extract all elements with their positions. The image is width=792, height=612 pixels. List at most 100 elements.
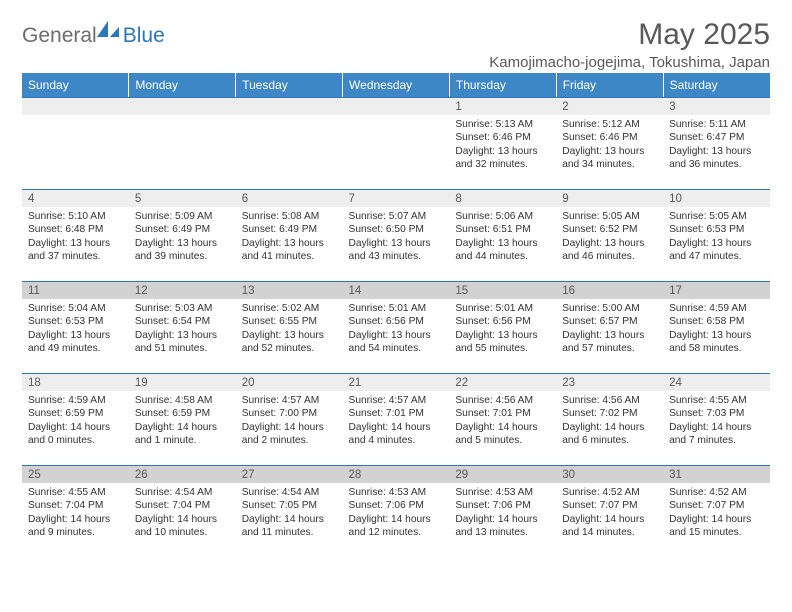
calendar-cell: 7Sunrise: 5:07 AMSunset: 6:50 PMDaylight… xyxy=(343,189,450,281)
calendar-week-row: 18Sunrise: 4:59 AMSunset: 6:59 PMDayligh… xyxy=(22,373,770,465)
calendar-cell: 3Sunrise: 5:11 AMSunset: 6:47 PMDaylight… xyxy=(663,97,770,189)
day-details: Sunrise: 4:54 AMSunset: 7:05 PMDaylight:… xyxy=(236,483,343,544)
day-header: Wednesday xyxy=(343,73,450,97)
calendar-cell: 2Sunrise: 5:12 AMSunset: 6:46 PMDaylight… xyxy=(556,97,663,189)
day-details: Sunrise: 4:53 AMSunset: 7:06 PMDaylight:… xyxy=(343,483,450,544)
day-details: Sunrise: 5:05 AMSunset: 6:53 PMDaylight:… xyxy=(663,207,770,268)
day-number: 10 xyxy=(663,189,770,207)
calendar-cell: 30Sunrise: 4:52 AMSunset: 7:07 PMDayligh… xyxy=(556,465,663,557)
calendar-cell: 8Sunrise: 5:06 AMSunset: 6:51 PMDaylight… xyxy=(449,189,556,281)
calendar-cell: 25Sunrise: 4:55 AMSunset: 7:04 PMDayligh… xyxy=(22,465,129,557)
day-details: Sunrise: 4:55 AMSunset: 7:03 PMDaylight:… xyxy=(663,391,770,452)
day-number: 31 xyxy=(663,465,770,483)
day-details: Sunrise: 5:13 AMSunset: 6:46 PMDaylight:… xyxy=(449,115,556,176)
day-details: Sunrise: 5:05 AMSunset: 6:52 PMDaylight:… xyxy=(556,207,663,268)
day-number: 18 xyxy=(22,373,129,391)
day-details: Sunrise: 4:56 AMSunset: 7:01 PMDaylight:… xyxy=(449,391,556,452)
logo-text-2: Blue xyxy=(123,24,165,48)
calendar-cell xyxy=(129,97,236,189)
day-number: 19 xyxy=(129,373,236,391)
calendar-cell: 14Sunrise: 5:01 AMSunset: 6:56 PMDayligh… xyxy=(343,281,450,373)
day-header: Friday xyxy=(556,73,663,97)
day-number xyxy=(236,97,343,115)
calendar-cell: 28Sunrise: 4:53 AMSunset: 7:06 PMDayligh… xyxy=(343,465,450,557)
calendar-week-row: 4Sunrise: 5:10 AMSunset: 6:48 PMDaylight… xyxy=(22,189,770,281)
calendar-cell: 10Sunrise: 5:05 AMSunset: 6:53 PMDayligh… xyxy=(663,189,770,281)
calendar-week-row: 25Sunrise: 4:55 AMSunset: 7:04 PMDayligh… xyxy=(22,465,770,557)
day-details: Sunrise: 4:57 AMSunset: 7:00 PMDaylight:… xyxy=(236,391,343,452)
logo: General Blue xyxy=(22,24,165,48)
calendar-cell: 15Sunrise: 5:01 AMSunset: 6:56 PMDayligh… xyxy=(449,281,556,373)
calendar-cell: 16Sunrise: 5:00 AMSunset: 6:57 PMDayligh… xyxy=(556,281,663,373)
day-details: Sunrise: 5:07 AMSunset: 6:50 PMDaylight:… xyxy=(343,207,450,268)
day-number: 29 xyxy=(449,465,556,483)
day-number: 9 xyxy=(556,189,663,207)
calendar-header-row: SundayMondayTuesdayWednesdayThursdayFrid… xyxy=(22,73,770,97)
day-number: 13 xyxy=(236,281,343,299)
day-details: Sunrise: 5:12 AMSunset: 6:46 PMDaylight:… xyxy=(556,115,663,176)
calendar-cell: 19Sunrise: 4:58 AMSunset: 6:59 PMDayligh… xyxy=(129,373,236,465)
day-number: 16 xyxy=(556,281,663,299)
day-details: Sunrise: 5:10 AMSunset: 6:48 PMDaylight:… xyxy=(22,207,129,268)
calendar-cell: 27Sunrise: 4:54 AMSunset: 7:05 PMDayligh… xyxy=(236,465,343,557)
calendar-cell: 18Sunrise: 4:59 AMSunset: 6:59 PMDayligh… xyxy=(22,373,129,465)
day-number: 15 xyxy=(449,281,556,299)
day-number: 3 xyxy=(663,97,770,115)
logo-text-1: General xyxy=(22,24,97,48)
calendar-cell: 9Sunrise: 5:05 AMSunset: 6:52 PMDaylight… xyxy=(556,189,663,281)
day-details: Sunrise: 5:02 AMSunset: 6:55 PMDaylight:… xyxy=(236,299,343,360)
day-number: 7 xyxy=(343,189,450,207)
day-number: 25 xyxy=(22,465,129,483)
day-header: Tuesday xyxy=(236,73,343,97)
calendar-page: General Blue May 2025 Kamojimacho-jogeji… xyxy=(0,0,792,567)
calendar-week-row: 1Sunrise: 5:13 AMSunset: 6:46 PMDaylight… xyxy=(22,97,770,189)
day-details: Sunrise: 4:57 AMSunset: 7:01 PMDaylight:… xyxy=(343,391,450,452)
day-number: 8 xyxy=(449,189,556,207)
day-number: 23 xyxy=(556,373,663,391)
day-number xyxy=(22,97,129,115)
day-details: Sunrise: 5:03 AMSunset: 6:54 PMDaylight:… xyxy=(129,299,236,360)
calendar-cell: 1Sunrise: 5:13 AMSunset: 6:46 PMDaylight… xyxy=(449,97,556,189)
day-header: Thursday xyxy=(449,73,556,97)
calendar-cell: 20Sunrise: 4:57 AMSunset: 7:00 PMDayligh… xyxy=(236,373,343,465)
day-details: Sunrise: 5:11 AMSunset: 6:47 PMDaylight:… xyxy=(663,115,770,176)
calendar-cell: 29Sunrise: 4:53 AMSunset: 7:06 PMDayligh… xyxy=(449,465,556,557)
day-number: 6 xyxy=(236,189,343,207)
day-number: 26 xyxy=(129,465,236,483)
day-number: 11 xyxy=(22,281,129,299)
calendar-cell xyxy=(236,97,343,189)
calendar-body: 1Sunrise: 5:13 AMSunset: 6:46 PMDaylight… xyxy=(22,97,770,557)
calendar-cell: 21Sunrise: 4:57 AMSunset: 7:01 PMDayligh… xyxy=(343,373,450,465)
day-details: Sunrise: 4:59 AMSunset: 6:58 PMDaylight:… xyxy=(663,299,770,360)
day-details: Sunrise: 4:56 AMSunset: 7:02 PMDaylight:… xyxy=(556,391,663,452)
day-number: 30 xyxy=(556,465,663,483)
calendar-cell: 26Sunrise: 4:54 AMSunset: 7:04 PMDayligh… xyxy=(129,465,236,557)
day-details: Sunrise: 5:01 AMSunset: 6:56 PMDaylight:… xyxy=(449,299,556,360)
header: General Blue May 2025 Kamojimacho-jogeji… xyxy=(22,18,770,71)
day-details: Sunrise: 5:06 AMSunset: 6:51 PMDaylight:… xyxy=(449,207,556,268)
day-details: Sunrise: 5:01 AMSunset: 6:56 PMDaylight:… xyxy=(343,299,450,360)
location: Kamojimacho-jogejima, Tokushima, Japan xyxy=(489,54,770,71)
calendar-cell: 24Sunrise: 4:55 AMSunset: 7:03 PMDayligh… xyxy=(663,373,770,465)
calendar-cell xyxy=(343,97,450,189)
day-number: 28 xyxy=(343,465,450,483)
calendar-cell: 23Sunrise: 4:56 AMSunset: 7:02 PMDayligh… xyxy=(556,373,663,465)
day-number: 5 xyxy=(129,189,236,207)
day-number: 14 xyxy=(343,281,450,299)
day-details: Sunrise: 5:00 AMSunset: 6:57 PMDaylight:… xyxy=(556,299,663,360)
day-header: Saturday xyxy=(663,73,770,97)
day-number: 22 xyxy=(449,373,556,391)
calendar-cell: 4Sunrise: 5:10 AMSunset: 6:48 PMDaylight… xyxy=(22,189,129,281)
logo-sail-icon xyxy=(95,19,121,39)
day-details: Sunrise: 4:53 AMSunset: 7:06 PMDaylight:… xyxy=(449,483,556,544)
calendar-table: SundayMondayTuesdayWednesdayThursdayFrid… xyxy=(22,73,770,557)
day-details: Sunrise: 4:55 AMSunset: 7:04 PMDaylight:… xyxy=(22,483,129,544)
day-details: Sunrise: 4:52 AMSunset: 7:07 PMDaylight:… xyxy=(663,483,770,544)
day-number: 27 xyxy=(236,465,343,483)
calendar-cell: 6Sunrise: 5:08 AMSunset: 6:49 PMDaylight… xyxy=(236,189,343,281)
calendar-cell: 22Sunrise: 4:56 AMSunset: 7:01 PMDayligh… xyxy=(449,373,556,465)
day-number: 24 xyxy=(663,373,770,391)
day-header: Monday xyxy=(129,73,236,97)
calendar-cell: 11Sunrise: 5:04 AMSunset: 6:53 PMDayligh… xyxy=(22,281,129,373)
title-block: May 2025 Kamojimacho-jogejima, Tokushima… xyxy=(489,18,770,71)
